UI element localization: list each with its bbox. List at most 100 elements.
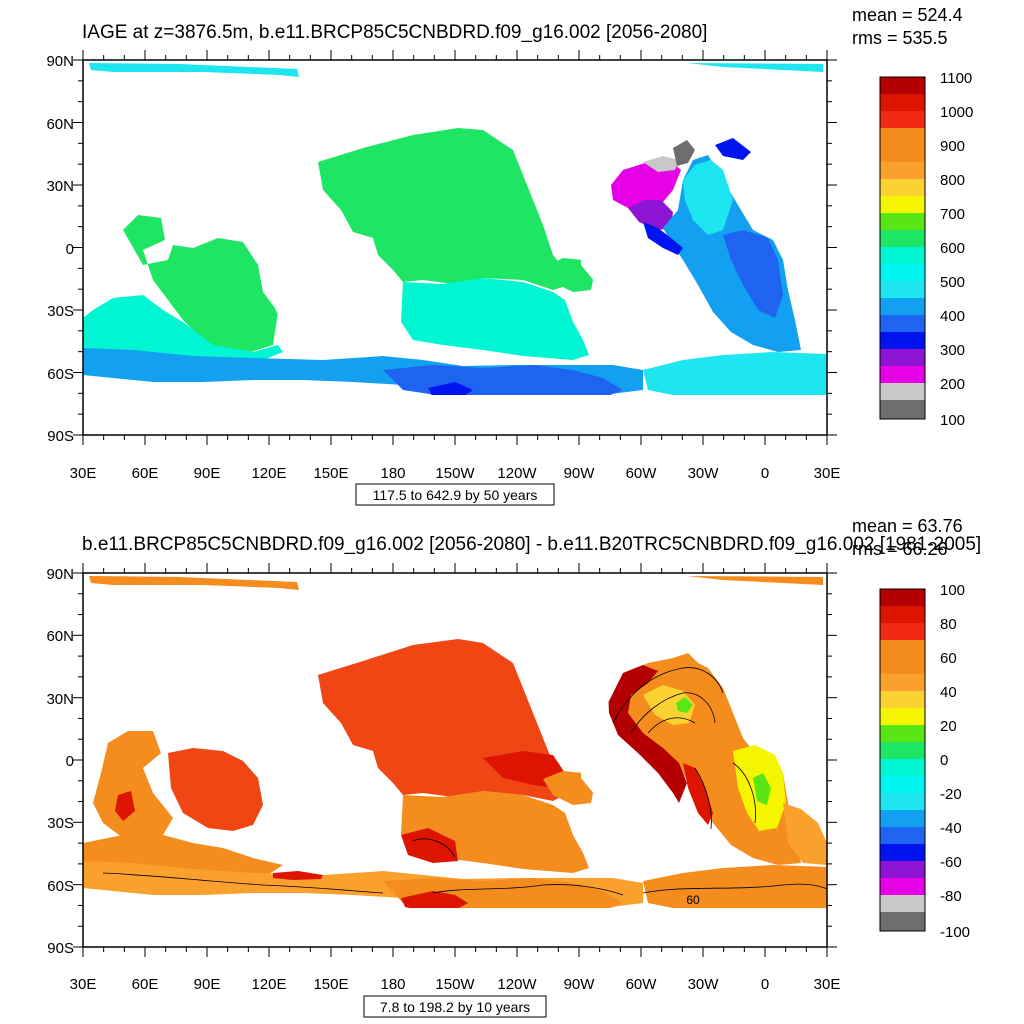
- top-lon-label: 150E: [313, 465, 348, 482]
- bottom-colorbar-swatch: [880, 844, 925, 861]
- bottom-colorbar-swatch: [880, 742, 925, 759]
- bottom-lon-label: 60W: [626, 976, 658, 993]
- bottom-land-africa: [773, 713, 827, 803]
- top-colorbar-swatch: [880, 281, 925, 298]
- top-lat-label: 60S: [47, 366, 74, 383]
- top-land-antarctica: [83, 395, 827, 435]
- top-land-australia: [263, 272, 345, 326]
- top-lat-label: 0: [66, 241, 74, 258]
- top-atl-cyan: [683, 160, 733, 235]
- bottom-colorbar-swatch: [880, 861, 925, 878]
- top-lon-label: 120W: [497, 465, 537, 482]
- bottom-atl-north-dark: [608, 665, 687, 803]
- panel-bottom-rms: rms = 66.26: [852, 539, 948, 559]
- top-colorbar-swatch: [880, 179, 925, 196]
- bottom-lon-label: 150W: [435, 976, 475, 993]
- panel-top-rms: rms = 535.5: [852, 28, 948, 48]
- bottom-colorbar-swatch: [880, 878, 925, 895]
- bottom-indian-west: [93, 731, 173, 843]
- bottom-contour-line: [412, 838, 456, 858]
- bottom-lon-label: 60E: [132, 976, 159, 993]
- top-southern-darkest: [428, 382, 473, 398]
- bottom-colorbar-label: 0: [940, 752, 948, 769]
- top-colorbar-swatch: [880, 213, 925, 230]
- bottom-colorbar-swatch: [880, 776, 925, 793]
- top-colorbar-swatch: [880, 162, 925, 179]
- top-colorbar-label: 1100: [940, 70, 972, 87]
- top-land-americas: [581, 120, 685, 356]
- panel-bottom-range-note: 7.8 to 198.2 by 10 years: [380, 999, 530, 1015]
- top-lon-label: 30W: [688, 465, 720, 482]
- top-lon-label: 30E: [70, 465, 97, 482]
- bottom-indian-west-dark: [115, 791, 135, 821]
- bottom-land-australia: [263, 785, 345, 839]
- bottom-lat-label: 60S: [47, 878, 74, 895]
- bottom-colorbar-swatch: [880, 623, 925, 640]
- bottom-southern-strip: [273, 871, 323, 880]
- panel-top-title: IAGE at z=3876.5m, b.e11.BRCP85C5CNBDRD.…: [82, 22, 707, 43]
- bottom-lon-label: 0: [761, 976, 769, 993]
- bottom-lat-label: 90S: [47, 940, 74, 957]
- bottom-colorbar-label: -40: [940, 820, 962, 837]
- bottom-lon-label: 120W: [497, 976, 537, 993]
- bottom-lon-label: 90E: [194, 976, 221, 993]
- top-lon-label: 0: [761, 465, 769, 482]
- bottom-pacific-south-dark: [401, 828, 458, 863]
- bottom-colorbar-swatch: [880, 708, 925, 725]
- bottom-indian-ocean: [168, 748, 263, 831]
- bottom-colorbar-label: -60: [940, 854, 962, 871]
- bottom-lon-label: 150E: [313, 976, 348, 993]
- bottom-contours: [102, 667, 827, 896]
- panel-top-mean: mean = 524.4: [852, 5, 963, 25]
- bottom-colorbar-swatch: [880, 674, 925, 691]
- bottom-land-antarctica: [83, 908, 827, 947]
- top-colorbar-swatch: [880, 383, 925, 400]
- bottom-lon-label: 90W: [564, 976, 596, 993]
- top-colorbar-swatch: [880, 94, 925, 111]
- bottom-colorbar-swatch: [880, 810, 925, 827]
- panel-top-range-box: [355, 483, 555, 506]
- top-colorbar-label: 200: [940, 376, 965, 393]
- top-pacific-north: [318, 128, 569, 290]
- bottom-colorbar-swatch: [880, 725, 925, 742]
- top-colorbar-label: 1000: [940, 104, 973, 121]
- top-atl-south-mid: [723, 230, 783, 318]
- bottom-colorbar-label: -20: [940, 786, 962, 803]
- panel-top-range-note: 117.5 to 642.9 by 50 years: [373, 487, 538, 503]
- top-southern-light: [643, 352, 827, 398]
- top-lat-label: 90N: [46, 53, 74, 70]
- top-atl-north-dark: [673, 140, 695, 166]
- panel-bottom-colorbar: 100 80 60 40 20 0 -20 -40 -60 -80 -100: [879, 582, 970, 941]
- bottom-lon-label: 30E: [814, 976, 841, 993]
- top-colorbar-swatch: [880, 111, 925, 128]
- top-colorbar-swatch: [880, 77, 925, 94]
- bottom-colorbar-swatch: [880, 589, 925, 606]
- bottom-colorbar-frame: [879, 588, 926, 932]
- bottom-contour-line: [630, 692, 716, 734]
- top-colorbar-swatch: [880, 230, 925, 247]
- bottom-lon-label: 30W: [688, 976, 720, 993]
- top-lon-label: 30E: [814, 465, 841, 482]
- bottom-contour-line: [102, 872, 384, 894]
- top-lon-label: 150W: [435, 465, 475, 482]
- top-lon-label: 90E: [194, 465, 221, 482]
- bottom-colorbar-swatch: [880, 895, 925, 912]
- top-arctic-east: [687, 63, 823, 72]
- bottom-arctic-west: [89, 576, 299, 590]
- bottom-lat-label: 60N: [46, 628, 74, 645]
- top-colorbar-label: 400: [940, 308, 965, 325]
- bottom-atl-north-light: [643, 685, 695, 725]
- bottom-lat-label: 90N: [46, 566, 74, 583]
- bottom-colorbar-swatch: [880, 657, 925, 674]
- top-colorbar-swatch: [880, 298, 925, 315]
- top-colorbar-swatch: [880, 264, 925, 281]
- bottom-arctic-east: [687, 576, 823, 585]
- bottom-lon-label: 120E: [251, 976, 286, 993]
- top-colorbar-label: 300: [940, 342, 965, 359]
- bottom-contour-label: 60: [686, 893, 700, 907]
- bottom-contour-line: [432, 884, 624, 896]
- bottom-contour-line: [647, 717, 696, 734]
- panel-top-colorbar: 1100 1000 900 800 700 600 500 400 300 20…: [879, 70, 973, 429]
- bottom-colorbar-swatch: [880, 759, 925, 776]
- bottom-colorbar-label: -80: [940, 888, 962, 905]
